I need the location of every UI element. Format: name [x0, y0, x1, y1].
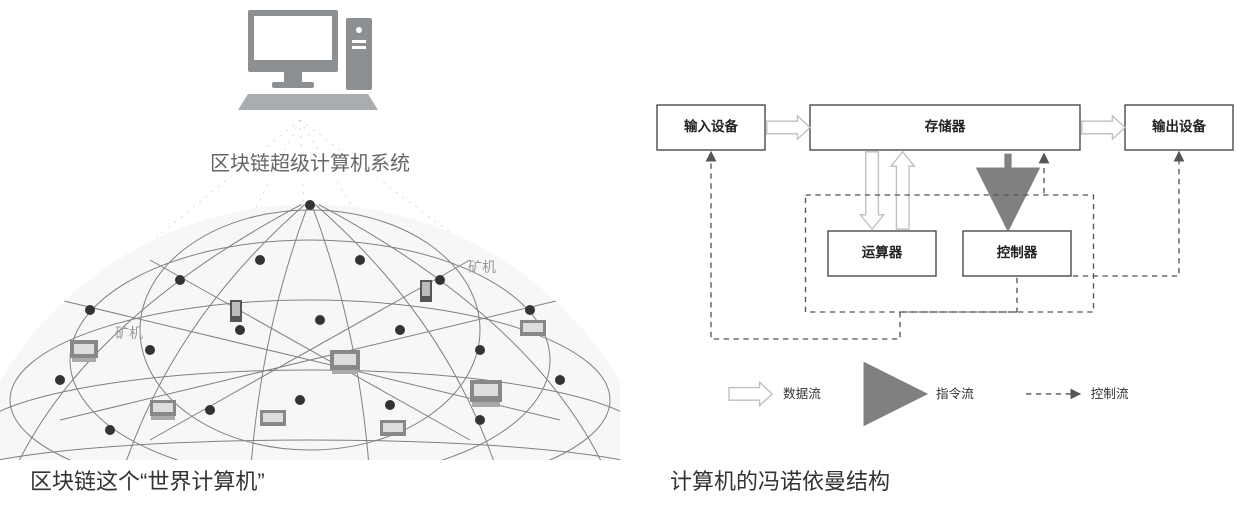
vn-boxes: 输入设备 存储器 输出设备 运算器 控制器	[657, 105, 1233, 276]
legend: 数据流 指令流 控制流	[729, 382, 1129, 405]
left-panel: 区块链超级计算机系统	[0, 0, 630, 508]
von-neumann-diagram: 输入设备 存储器 输出设备 运算器 控制器	[630, 20, 1260, 460]
left-caption: 区块链这个“世界计算机”	[30, 464, 265, 496]
miner-label-2: 矿机	[468, 259, 496, 275]
banner-text: 区块链超级计算机系统	[210, 152, 410, 175]
legend-data: 数据流	[783, 387, 821, 401]
label-control: 控制器	[997, 244, 1038, 260]
legend-ctrl: 控制流	[1091, 387, 1129, 401]
label-output: 输出设备	[1152, 118, 1206, 134]
miner-label-1: 矿机	[115, 325, 143, 341]
page-root: 区块链超级计算机系统	[0, 0, 1260, 508]
banner-label: 区块链超级计算机系统	[180, 150, 440, 180]
legend-instr: 指令流	[936, 387, 974, 401]
central-computer-icon	[238, 10, 378, 110]
blockchain-globe-figure: 区块链超级计算机系统	[0, 0, 620, 460]
label-memory: 存储器	[925, 118, 966, 134]
right-caption: 计算机的冯诺依曼结构	[670, 464, 890, 496]
label-alu: 运算器	[862, 244, 903, 260]
right-panel: 输入设备 存储器 输出设备 运算器 控制器	[630, 0, 1260, 508]
label-input: 输入设备	[684, 118, 738, 134]
control-flow-arrows	[711, 152, 1179, 339]
globe-mesh: 矿机 矿机	[0, 200, 620, 460]
